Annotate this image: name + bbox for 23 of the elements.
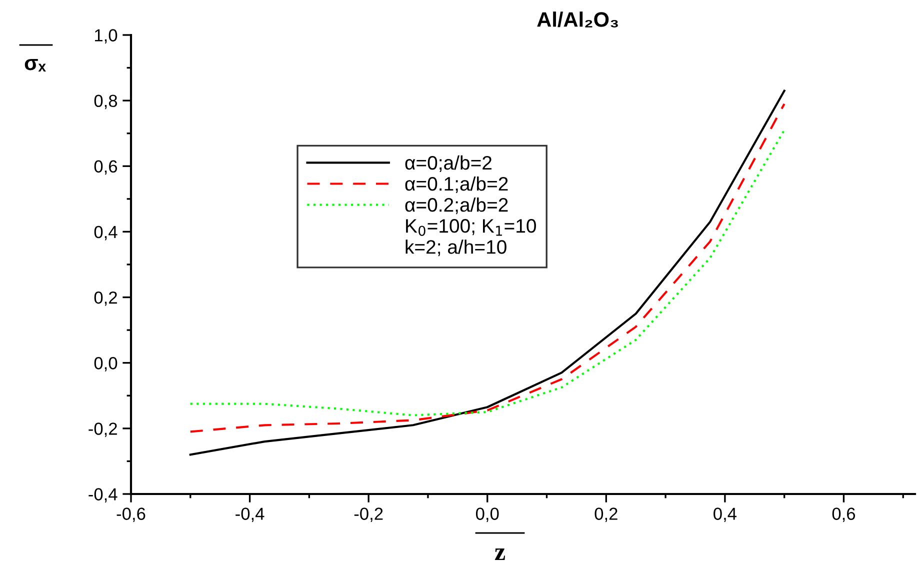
- y-axis-title: σₓ: [24, 58, 46, 72]
- legend-label: α=0;a/b=2: [405, 155, 492, 172]
- x-axis-title: z: [494, 548, 505, 560]
- x-tick-label: -0,6: [116, 508, 146, 522]
- y-tick-label: -0,4: [88, 488, 118, 503]
- x-tick-label: -0,4: [236, 508, 264, 522]
- y-tick-label: 0,0: [94, 357, 118, 372]
- x-tick-label: 0,6: [832, 508, 856, 522]
- x-tick-label: 0,2: [594, 508, 618, 522]
- legend-label: α=0.2;a/b=2: [405, 198, 508, 214]
- y-tick-label: 0,2: [94, 291, 117, 306]
- x-tick-label: 0,0: [476, 508, 499, 522]
- annotation: k=2; a/h=10: [406, 240, 506, 256]
- legend-label: α=0.1;a/b=2: [405, 176, 508, 194]
- y-tick-label: 0,6: [94, 160, 118, 175]
- chart-title: Al/Al₂O₃: [537, 12, 618, 28]
- x-tick-label: -0,2: [354, 508, 383, 522]
- y-tick-label: -0,2: [88, 422, 117, 437]
- y-tick-label: 1,0: [94, 29, 118, 44]
- annotation: K$_{0}$=100; K$_{1}$=10: [406, 219, 536, 236]
- x-tick-label: 0,4: [714, 508, 736, 522]
- y-tick-label: 0,8: [94, 94, 118, 110]
- y-tick-label: 0,4: [94, 226, 118, 240]
